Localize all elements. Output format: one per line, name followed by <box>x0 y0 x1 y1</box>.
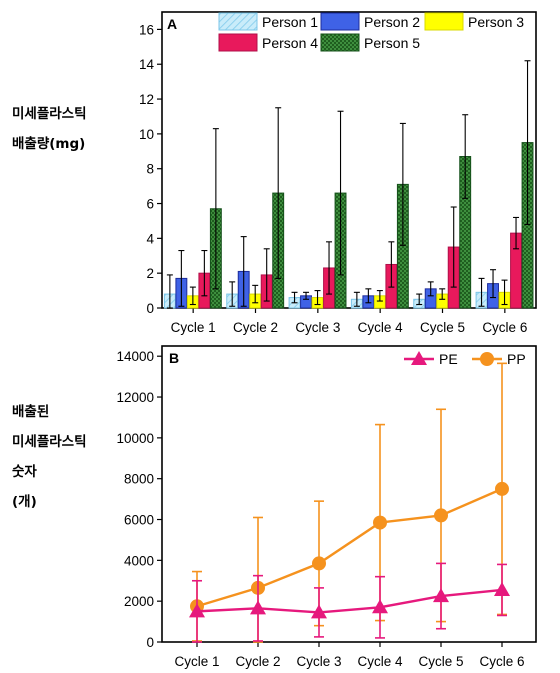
legend-swatch-person-5 <box>320 33 360 52</box>
panel-b: B 0 2000 4000 6000 8000 10000 12000 14000 Cycle… <box>12 345 537 669</box>
panel-b-ylabel-line1: 배출된 <box>12 403 49 420</box>
panel-a-ylabel-line1: 미세플라스틱 <box>12 105 87 122</box>
panel-b-xtick-label: Cycle 4 <box>357 654 403 669</box>
panel-a-ylabel-line2: 배출량(mg) <box>12 135 85 152</box>
panel-b-frame <box>161 345 537 643</box>
line-pe <box>196 588 503 614</box>
legend-label-person-1: Person 1 <box>262 14 318 30</box>
panel-b-ylabel-line4: (개) <box>12 494 37 510</box>
panel-a-x-axis: Cycle 1 Cycle 2 Cycle 3 Cycle 4 Cycle 5 Cycle… <box>171 308 527 335</box>
point-pe <box>250 600 266 615</box>
panel-a-ytick-label: 0 <box>146 301 154 316</box>
point-pp <box>373 515 387 530</box>
legend-swatch-person-3 <box>424 12 464 31</box>
panel-a-xtick-label: Cycle 2 <box>233 320 278 335</box>
panel-b-lines <box>189 362 510 643</box>
panel-b-x-axis: Cycle 1 Cycle 2 Cycle 3 Cycle 4 Cycle 5 Cycle… <box>174 642 525 669</box>
point-pp <box>312 556 326 571</box>
panel-b-xtick-label: Cycle 3 <box>296 654 341 669</box>
panel-a-ytick-label: 12 <box>139 92 154 107</box>
panel-a-xtick-label: Cycle 6 <box>482 320 527 335</box>
panel-b-xtick-label: Cycle 2 <box>235 654 280 669</box>
point-pe <box>189 603 205 618</box>
panel-a-bars <box>163 60 534 309</box>
point-pe <box>311 604 327 619</box>
line-pp <box>196 487 503 608</box>
legend-label-person-5: Person 5 <box>364 35 420 51</box>
panel-b-ytick-label: 8000 <box>124 472 154 487</box>
panel-b-xtick-label: Cycle 1 <box>174 654 219 669</box>
legend-label-person-2: Person 2 <box>364 14 420 30</box>
panel-a-ytick-label: 10 <box>139 127 154 142</box>
panel-a-xtick-label: Cycle 5 <box>420 320 465 335</box>
legend-swatch-person-4 <box>218 33 258 52</box>
panel-b-ytick-label: 6000 <box>124 513 154 528</box>
legend-marker-pe <box>411 351 427 365</box>
legend-label-person-4: Person 4 <box>262 35 318 51</box>
panel-b-ytick-label: 4000 <box>124 553 154 568</box>
panel-a-ytick-label: 16 <box>139 22 154 37</box>
panel-a-legend: Person 1 Person 2 Person 3 Person 4 Person 5 <box>218 12 524 52</box>
panel-a-ytick-label: 6 <box>146 197 154 212</box>
point-pe <box>494 581 510 596</box>
panel-b-legend: PE PP <box>404 351 526 367</box>
legend-marker-pp <box>480 352 494 366</box>
panel-b-xtick-label: Cycle 5 <box>418 654 463 669</box>
panel-b-label: B <box>169 350 179 366</box>
panel-a-ytick-label: 4 <box>146 231 154 246</box>
panel-b-ytick-label: 14000 <box>116 349 154 364</box>
panel-a-frame <box>161 11 537 309</box>
point-pp <box>495 481 509 496</box>
legend-label-person-3: Person 3 <box>468 14 524 30</box>
legend-swatch-person-2 <box>320 12 360 31</box>
panel-a-ytick-label: 8 <box>146 162 154 177</box>
point-pp <box>434 508 448 523</box>
panel-a-xtick-label: Cycle 4 <box>358 320 404 335</box>
panel-a-y-axis: 0 2 4 6 8 10 12 14 16 <box>139 22 162 316</box>
legend-swatch-person-1 <box>218 12 258 31</box>
panel-b-ytick-label: 10000 <box>116 431 154 446</box>
point-pe <box>372 599 388 614</box>
panel-a-label: A <box>167 16 177 32</box>
panel-b-ytick-label: 0 <box>146 635 154 650</box>
legend-label-pe: PE <box>439 351 458 367</box>
legend-label-pp: PP <box>507 351 526 367</box>
panel-b-xtick-label: Cycle 6 <box>479 654 524 669</box>
panel-a-ytick-label: 2 <box>146 266 154 281</box>
point-pe <box>433 588 449 603</box>
panel-b-ytick-label: 12000 <box>116 390 154 405</box>
panel-a-xtick-label: Cycle 1 <box>171 320 216 335</box>
panel-b-y-axis: 0 2000 4000 6000 8000 10000 12000 14000 <box>116 349 162 650</box>
panel-b-ylabel-line2: 미세플라스틱 <box>12 433 87 450</box>
panel-a-xtick-label: Cycle 3 <box>295 320 340 335</box>
panel-b-ylabel-line3: 숫자 <box>12 464 37 480</box>
panel-a-ytick-label: 14 <box>139 57 155 72</box>
panel-b-ytick-label: 2000 <box>124 594 154 609</box>
